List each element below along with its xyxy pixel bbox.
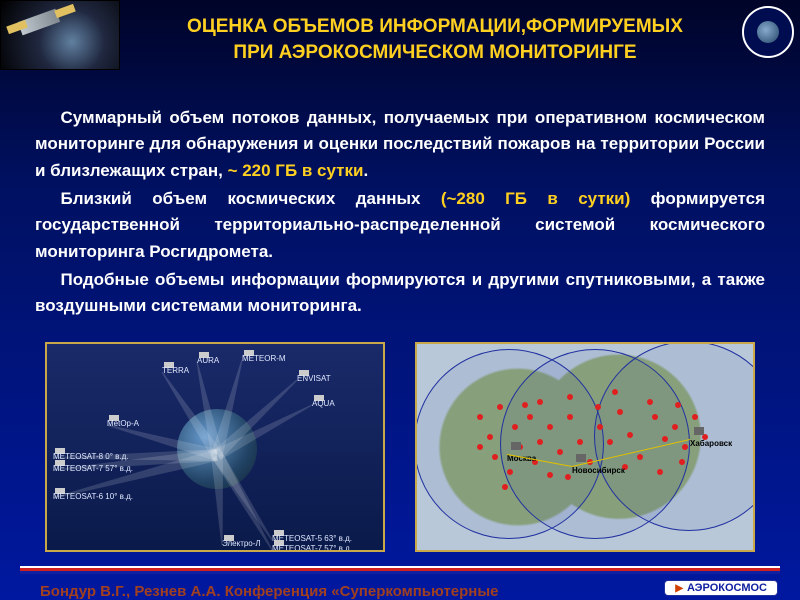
station-dot (647, 399, 653, 405)
station-dot (627, 432, 633, 438)
station-dot (679, 459, 685, 465)
figure-coverage-map: МоскваНовосибирскХабаровск (415, 342, 755, 552)
footer-badge: ▶ АЭРОКОСМОС (664, 580, 778, 596)
p2-text-a: Близкий объем космических данных (61, 189, 441, 208)
station-dot (567, 394, 573, 400)
station-dot (657, 469, 663, 475)
triangle-icon: ▶ (675, 583, 683, 594)
station-dot (577, 439, 583, 445)
satellite-label: Электро-Л (222, 539, 261, 548)
station-dot (595, 404, 601, 410)
aerokosmos-logo-icon (742, 6, 794, 58)
station-dot (502, 484, 508, 490)
station-dot (477, 444, 483, 450)
station-dot (565, 474, 571, 480)
station-dot (547, 424, 553, 430)
satellite-label: METEOSAT-7 57° в.д. (272, 544, 352, 552)
satellite-label: ENVISAT (297, 374, 331, 383)
station-dot (617, 409, 623, 415)
station-dot (672, 424, 678, 430)
station-dot (477, 414, 483, 420)
p1-text-b: . (363, 161, 368, 180)
paragraph-1: Суммарный объем потоков данных, получаем… (35, 105, 765, 184)
p1-highlight: ~ 220 ГБ в сутки (228, 161, 364, 180)
station-dot (487, 434, 493, 440)
satellite-label: AURA (197, 356, 219, 365)
station-dot (507, 469, 513, 475)
station-dot (675, 402, 681, 408)
ground-station-icon (694, 427, 704, 435)
figures-row: TERRAAURAMETEOR-MENVISATAQUAMetOp-AMETEO… (0, 322, 800, 552)
city-label: Новосибирск (572, 466, 625, 475)
satellite-label: TERRA (162, 366, 189, 375)
figure-satellites: TERRAAURAMETEOR-MENVISATAQUAMetOp-AMETEO… (45, 342, 385, 552)
content: Суммарный объем потоков данных, получаем… (0, 80, 800, 320)
ground-station-icon (511, 442, 521, 450)
station-dot (692, 414, 698, 420)
ground-station-icon (576, 454, 586, 462)
station-dot (652, 414, 658, 420)
title-line-2: ПРИ АЭРОКОСМИЧЕСКОМ МОНИТОРИНГЕ (130, 40, 740, 66)
station-dot (682, 444, 688, 450)
station-dot (527, 414, 533, 420)
tricolor-divider (20, 566, 780, 574)
satellite-label: METEOSAT-6 10° в.д. (53, 492, 133, 501)
satellite-label: METEOSAT-5 63° в.д. (272, 534, 352, 543)
footer-badge-label: АЭРОКОСМОС (687, 582, 767, 594)
p2-highlight: (~280 ГБ в сутки) (441, 189, 630, 208)
station-dot (662, 436, 668, 442)
station-dot (497, 404, 503, 410)
footer-citation: Бондур В.Г., Резнев А.А. Конференция «Су… (40, 583, 499, 600)
p1-text-a: Суммарный объем потоков данных, получаем… (35, 108, 765, 180)
station-dot (537, 399, 543, 405)
station-dot (512, 424, 518, 430)
station-dot (567, 414, 573, 420)
station-dot (557, 449, 563, 455)
station-dot (547, 472, 553, 478)
title-line-1: ОЦЕНКА ОБЪЕМОВ ИНФОРМАЦИИ,ФОРМИРУЕМЫХ (130, 14, 740, 40)
station-dot (607, 439, 613, 445)
station-dot (537, 439, 543, 445)
city-label: Хабаровск (690, 439, 732, 448)
station-dot (597, 424, 603, 430)
station-dot (522, 402, 528, 408)
satellite-label: METEOR-M (242, 354, 286, 363)
station-dot (612, 389, 618, 395)
page-title: ОЦЕНКА ОБЪЕМОВ ИНФОРМАЦИИ,ФОРМИРУЕМЫХ ПР… (130, 14, 740, 65)
satellite-image (0, 0, 120, 70)
header: ОЦЕНКА ОБЪЕМОВ ИНФОРМАЦИИ,ФОРМИРУЕМЫХ ПР… (0, 0, 800, 80)
station-dot (492, 454, 498, 460)
satellite-label: AQUA (312, 399, 335, 408)
station-dot (637, 454, 643, 460)
paragraph-2: Близкий объем космических данных (~280 Г… (35, 186, 765, 265)
paragraph-3: Подобные объемы информации формируются и… (35, 267, 765, 320)
